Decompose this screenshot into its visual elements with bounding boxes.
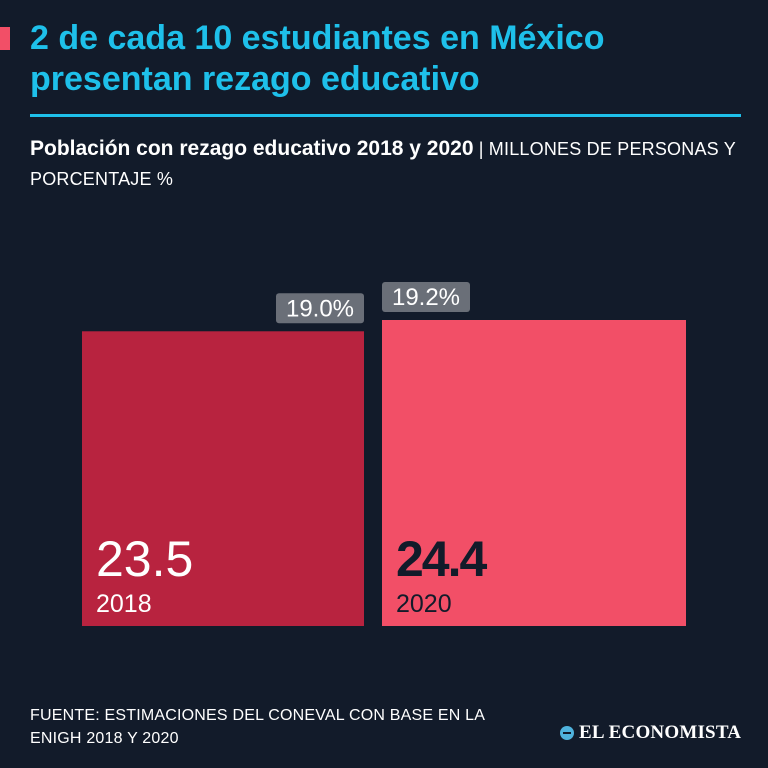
el-economista-logo-icon bbox=[560, 726, 574, 740]
title-accent-bar bbox=[0, 27, 10, 50]
percent-badge-2018 bbox=[276, 293, 364, 324]
bar-2018 bbox=[82, 331, 364, 626]
value-label-2020: 24.4 bbox=[396, 531, 488, 587]
chart-subtitle-separator: | bbox=[473, 139, 489, 159]
chart-subtitle: Población con rezago educativo 2018 y 20… bbox=[30, 134, 745, 194]
chart-subtitle-main: Población con rezago educativo 2018 y 20… bbox=[30, 137, 474, 160]
category-label-2020: 2020 bbox=[396, 590, 452, 618]
category-label-2018: 2018 bbox=[96, 590, 152, 618]
chart-subtitle-unit: MILLONES DE PERSONAS Y PORCENTAJE % bbox=[30, 139, 736, 189]
percent-label-2018: 19.0% bbox=[286, 295, 354, 322]
brand-logo: EL ECONOMISTA bbox=[560, 722, 741, 744]
bar-2020 bbox=[382, 320, 686, 626]
percent-label-2020: 19.2% bbox=[392, 284, 460, 311]
percent-badge-2020 bbox=[382, 282, 470, 312]
value-label-2018: 23.5 bbox=[96, 531, 193, 587]
brand-name: EL ECONOMISTA bbox=[579, 722, 742, 743]
source-note: FUENTE: ESTIMACIONES DEL CONEVAL CON BAS… bbox=[30, 707, 485, 747]
title-divider bbox=[30, 114, 741, 117]
page-title: 2 de cada 10 estudiantes en México prese… bbox=[30, 19, 605, 98]
